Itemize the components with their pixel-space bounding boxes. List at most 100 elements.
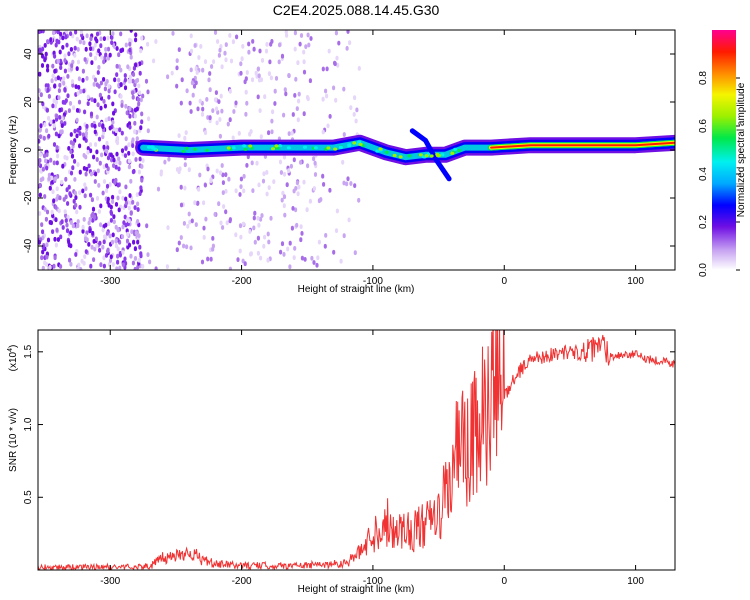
- noise-speckle: [101, 130, 105, 136]
- noise-speckle: [67, 146, 71, 151]
- noise-speckle: [224, 42, 228, 47]
- noise-speckle: [57, 133, 61, 139]
- noise-speckle: [100, 55, 104, 60]
- noise-speckle: [102, 255, 106, 261]
- noise-speckle: [139, 125, 143, 131]
- noise-speckle: [273, 101, 277, 106]
- noise-speckle: [299, 33, 304, 38]
- noise-speckle: [97, 209, 101, 214]
- noise-speckle: [198, 172, 202, 178]
- noise-speckle: [250, 77, 255, 83]
- noise-speckle: [325, 93, 329, 99]
- noise-speckle: [106, 145, 110, 151]
- noise-speckle: [82, 260, 86, 266]
- noise-speckle: [259, 134, 263, 140]
- noise-speckle: [189, 109, 193, 114]
- noise-speckle: [224, 188, 228, 194]
- noise-speckle: [61, 35, 65, 41]
- noise-speckle: [256, 250, 260, 256]
- noise-speckle: [252, 225, 256, 231]
- noise-speckle: [339, 258, 343, 264]
- noise-speckle: [294, 207, 298, 213]
- noise-speckle: [79, 266, 83, 270]
- noise-speckle: [289, 163, 293, 169]
- noise-speckle: [241, 258, 245, 264]
- noise-speckle: [253, 210, 257, 216]
- noise-speckle: [353, 95, 357, 101]
- noise-speckle: [228, 117, 232, 123]
- noise-speckle: [66, 93, 70, 99]
- noise-speckle: [189, 48, 194, 54]
- noise-speckle: [54, 242, 59, 248]
- noise-speckle: [177, 133, 181, 139]
- noise-speckle: [288, 240, 292, 246]
- noise-speckle: [89, 46, 93, 51]
- noise-speckle: [213, 30, 218, 35]
- noise-speckle: [179, 202, 184, 208]
- noise-speckle: [190, 218, 194, 224]
- noise-speckle: [306, 96, 310, 102]
- noise-speckle: [118, 189, 122, 195]
- noise-speckle: [108, 258, 113, 263]
- noise-speckle: [293, 46, 297, 52]
- ridge-blob: [440, 153, 445, 157]
- noise-speckle: [221, 225, 225, 230]
- noise-speckle: [131, 78, 135, 84]
- noise-speckle: [78, 39, 82, 45]
- noise-speckle: [52, 160, 56, 166]
- noise-speckle: [90, 60, 94, 65]
- noise-speckle: [131, 90, 135, 96]
- noise-speckle: [98, 240, 102, 246]
- noise-speckle: [38, 134, 43, 140]
- noise-speckle: [47, 115, 51, 121]
- noise-speckle: [258, 48, 262, 54]
- noise-speckle: [285, 182, 289, 188]
- noise-speckle: [221, 190, 225, 196]
- noise-speckle: [179, 184, 183, 190]
- noise-speckle: [84, 171, 88, 177]
- noise-speckle: [196, 106, 200, 112]
- noise-speckle: [304, 44, 308, 49]
- noise-speckle: [109, 218, 113, 223]
- noise-speckle: [104, 52, 108, 58]
- noise-speckle: [123, 153, 128, 159]
- noise-speckle: [59, 31, 63, 37]
- noise-speckle: [69, 31, 73, 36]
- noise-speckle: [200, 112, 205, 117]
- noise-speckle: [110, 40, 114, 45]
- snr-series-line: [38, 330, 675, 570]
- noise-speckle: [70, 153, 75, 159]
- snr-multiplier: (x104): [7, 345, 19, 372]
- noise-speckle: [78, 143, 82, 149]
- noise-speckle: [231, 135, 235, 141]
- noise-speckle: [287, 168, 291, 174]
- ridge-blob: [181, 149, 186, 153]
- noise-speckle: [205, 97, 209, 102]
- noise-speckle: [123, 214, 127, 220]
- noise-speckle: [120, 234, 125, 240]
- noise-speckle: [175, 58, 179, 63]
- noise-speckle: [110, 157, 114, 163]
- noise-speckle: [300, 231, 304, 236]
- noise-speckle: [60, 179, 64, 185]
- noise-speckle: [65, 222, 69, 228]
- noise-speckle: [38, 240, 41, 245]
- noise-speckle: [141, 93, 145, 99]
- spectrogram-xlabel: Height of straight line (km): [298, 284, 415, 295]
- noise-speckle: [41, 53, 45, 59]
- noise-speckle: [110, 239, 115, 245]
- noise-speckle: [189, 245, 193, 251]
- noise-speckle: [175, 247, 179, 253]
- noise-speckle: [236, 257, 240, 262]
- noise-speckle: [291, 206, 295, 211]
- noise-speckle: [355, 107, 359, 113]
- noise-speckle: [41, 249, 45, 255]
- noise-speckle: [44, 216, 49, 222]
- noise-speckle: [124, 146, 128, 151]
- noise-speckle: [265, 42, 269, 47]
- noise-speckle: [282, 194, 287, 200]
- noise-speckle: [284, 30, 288, 35]
- noise-speckle: [61, 163, 65, 169]
- spec-ytick-label: 20: [23, 96, 34, 108]
